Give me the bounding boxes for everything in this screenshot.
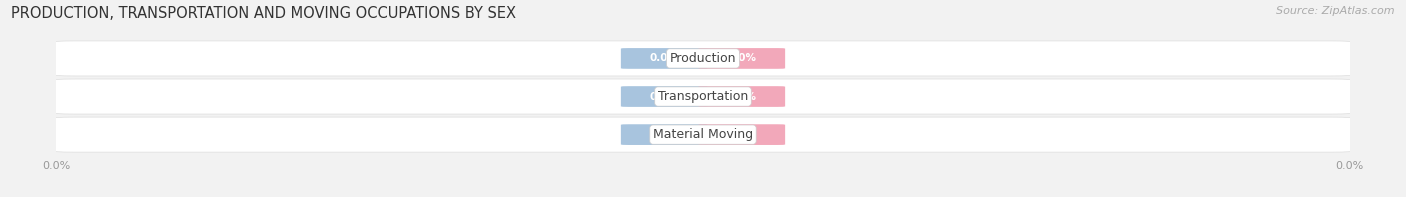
Text: 0.0%: 0.0%	[650, 130, 679, 140]
FancyBboxPatch shape	[621, 86, 707, 107]
FancyBboxPatch shape	[49, 41, 1357, 76]
Text: Transportation: Transportation	[658, 90, 748, 103]
Text: 0.0%: 0.0%	[650, 53, 679, 63]
Text: 0.0%: 0.0%	[727, 92, 756, 101]
Text: 0.0%: 0.0%	[650, 92, 679, 101]
Text: 0.0%: 0.0%	[727, 53, 756, 63]
FancyBboxPatch shape	[49, 79, 1357, 114]
FancyBboxPatch shape	[699, 48, 785, 69]
FancyBboxPatch shape	[49, 117, 1357, 152]
Text: 0.0%: 0.0%	[727, 130, 756, 140]
Text: Material Moving: Material Moving	[652, 128, 754, 141]
Text: PRODUCTION, TRANSPORTATION AND MOVING OCCUPATIONS BY SEX: PRODUCTION, TRANSPORTATION AND MOVING OC…	[11, 6, 516, 21]
Text: Source: ZipAtlas.com: Source: ZipAtlas.com	[1277, 6, 1395, 16]
FancyBboxPatch shape	[621, 124, 707, 145]
Text: Production: Production	[669, 52, 737, 65]
FancyBboxPatch shape	[699, 124, 785, 145]
FancyBboxPatch shape	[621, 48, 707, 69]
FancyBboxPatch shape	[699, 86, 785, 107]
